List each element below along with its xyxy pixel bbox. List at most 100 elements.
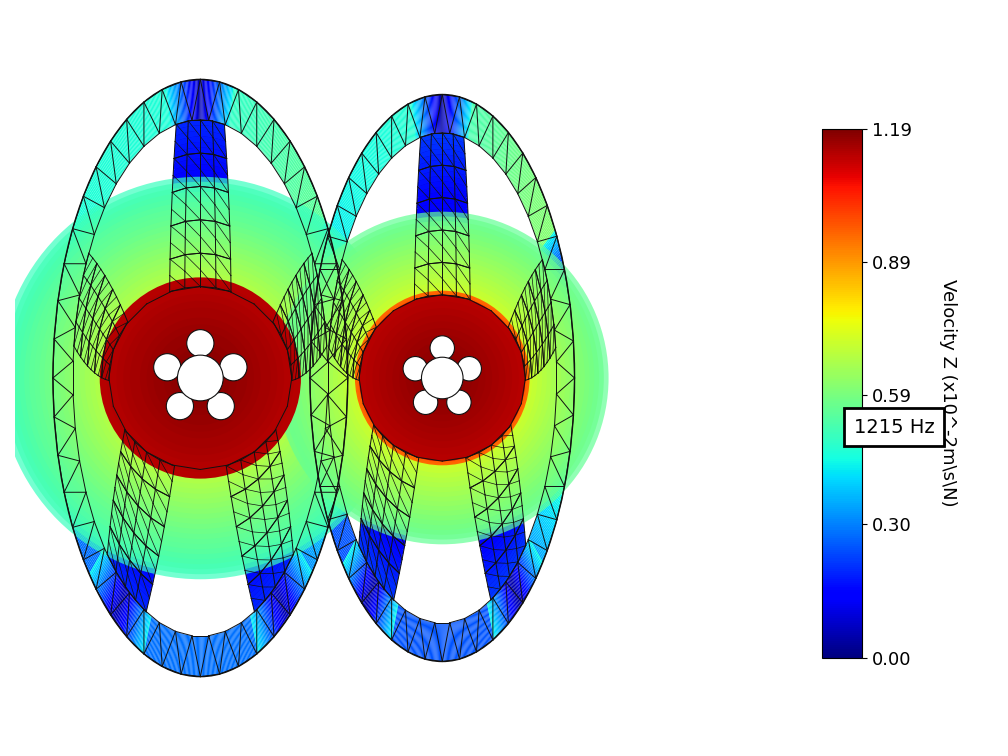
Polygon shape bbox=[53, 389, 73, 394]
Polygon shape bbox=[112, 138, 125, 172]
Polygon shape bbox=[309, 509, 328, 531]
Polygon shape bbox=[316, 295, 333, 308]
Polygon shape bbox=[527, 541, 541, 568]
Polygon shape bbox=[297, 271, 316, 364]
Ellipse shape bbox=[130, 308, 271, 448]
Polygon shape bbox=[117, 131, 129, 165]
Polygon shape bbox=[366, 144, 377, 177]
Polygon shape bbox=[554, 429, 572, 439]
Polygon shape bbox=[276, 311, 296, 380]
Ellipse shape bbox=[49, 227, 351, 529]
Polygon shape bbox=[548, 466, 565, 482]
Polygon shape bbox=[179, 634, 183, 674]
Polygon shape bbox=[307, 215, 325, 239]
Polygon shape bbox=[246, 518, 290, 580]
Polygon shape bbox=[555, 408, 574, 415]
Polygon shape bbox=[483, 607, 490, 643]
Polygon shape bbox=[327, 407, 347, 414]
Polygon shape bbox=[238, 92, 245, 132]
Polygon shape bbox=[272, 590, 285, 624]
Polygon shape bbox=[171, 197, 229, 209]
Polygon shape bbox=[490, 600, 498, 636]
Polygon shape bbox=[53, 349, 74, 355]
Polygon shape bbox=[97, 294, 117, 376]
Polygon shape bbox=[368, 454, 413, 503]
Polygon shape bbox=[235, 90, 241, 130]
Polygon shape bbox=[110, 522, 153, 584]
Polygon shape bbox=[274, 316, 294, 380]
Polygon shape bbox=[416, 198, 468, 209]
Polygon shape bbox=[120, 451, 169, 502]
Polygon shape bbox=[59, 288, 79, 302]
Polygon shape bbox=[537, 222, 553, 244]
Polygon shape bbox=[228, 437, 278, 482]
Ellipse shape bbox=[75, 253, 327, 503]
Polygon shape bbox=[513, 156, 525, 187]
Polygon shape bbox=[330, 506, 345, 528]
Polygon shape bbox=[328, 365, 348, 369]
Polygon shape bbox=[53, 342, 74, 349]
Ellipse shape bbox=[180, 358, 221, 398]
Polygon shape bbox=[318, 479, 336, 497]
Ellipse shape bbox=[183, 361, 217, 395]
Polygon shape bbox=[381, 596, 390, 631]
Ellipse shape bbox=[276, 212, 609, 544]
Polygon shape bbox=[136, 108, 145, 146]
Polygon shape bbox=[227, 86, 232, 125]
Polygon shape bbox=[57, 438, 77, 451]
Polygon shape bbox=[327, 497, 343, 518]
Polygon shape bbox=[64, 264, 83, 281]
Polygon shape bbox=[416, 100, 420, 138]
Polygon shape bbox=[552, 442, 571, 454]
Ellipse shape bbox=[366, 302, 518, 454]
Polygon shape bbox=[553, 433, 572, 445]
Polygon shape bbox=[293, 172, 308, 202]
Polygon shape bbox=[536, 218, 552, 241]
Polygon shape bbox=[197, 79, 199, 119]
Ellipse shape bbox=[143, 321, 258, 435]
Ellipse shape bbox=[386, 321, 499, 435]
Polygon shape bbox=[418, 619, 422, 657]
Polygon shape bbox=[285, 156, 300, 187]
Polygon shape bbox=[280, 579, 293, 612]
Polygon shape bbox=[319, 268, 338, 286]
Polygon shape bbox=[414, 268, 470, 279]
Polygon shape bbox=[357, 161, 369, 191]
Polygon shape bbox=[311, 417, 330, 425]
Ellipse shape bbox=[163, 341, 237, 415]
Polygon shape bbox=[530, 532, 545, 559]
Polygon shape bbox=[396, 608, 403, 644]
Polygon shape bbox=[53, 380, 73, 383]
Polygon shape bbox=[263, 602, 274, 638]
Ellipse shape bbox=[409, 345, 476, 411]
Polygon shape bbox=[223, 632, 227, 672]
Polygon shape bbox=[325, 491, 342, 511]
Polygon shape bbox=[351, 556, 364, 585]
Polygon shape bbox=[471, 615, 477, 652]
Polygon shape bbox=[458, 97, 461, 135]
Polygon shape bbox=[115, 133, 127, 168]
Polygon shape bbox=[327, 342, 347, 349]
Polygon shape bbox=[162, 89, 168, 129]
Polygon shape bbox=[555, 339, 574, 346]
Polygon shape bbox=[170, 220, 230, 231]
Polygon shape bbox=[320, 472, 337, 489]
Polygon shape bbox=[248, 101, 257, 139]
Polygon shape bbox=[309, 222, 327, 245]
Ellipse shape bbox=[400, 336, 485, 420]
Polygon shape bbox=[293, 553, 309, 581]
Polygon shape bbox=[74, 509, 91, 531]
Polygon shape bbox=[466, 618, 471, 655]
Ellipse shape bbox=[145, 323, 256, 433]
Ellipse shape bbox=[377, 312, 508, 444]
Polygon shape bbox=[228, 86, 234, 126]
Polygon shape bbox=[333, 266, 348, 357]
Polygon shape bbox=[62, 268, 82, 286]
Polygon shape bbox=[397, 111, 404, 147]
Ellipse shape bbox=[115, 293, 286, 463]
Polygon shape bbox=[517, 562, 530, 592]
Ellipse shape bbox=[285, 222, 599, 534]
Polygon shape bbox=[206, 636, 208, 677]
Polygon shape bbox=[313, 435, 332, 447]
Polygon shape bbox=[374, 588, 384, 622]
